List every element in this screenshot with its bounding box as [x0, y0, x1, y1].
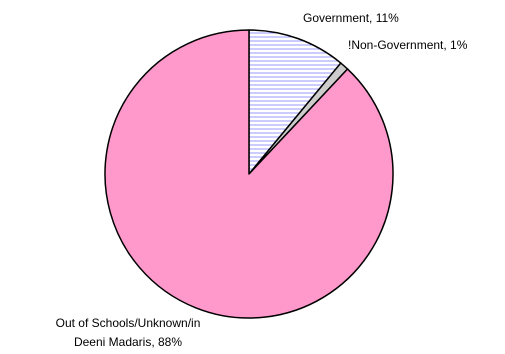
pie-slices — [104, 29, 394, 319]
slice-label-non-government: !Non-Government, 1% — [348, 38, 468, 52]
pie-slice-government — [248, 29, 342, 175]
slice-label-out-of-schools-line2: Deeni Madaris, 88% — [74, 335, 182, 349]
slice-label-government: Government, 11% — [303, 11, 399, 25]
pie-slice-out-of-schools — [104, 29, 394, 319]
slice-label-out-of-schools-line1: Out of Schools/Unknown/in — [56, 316, 201, 330]
